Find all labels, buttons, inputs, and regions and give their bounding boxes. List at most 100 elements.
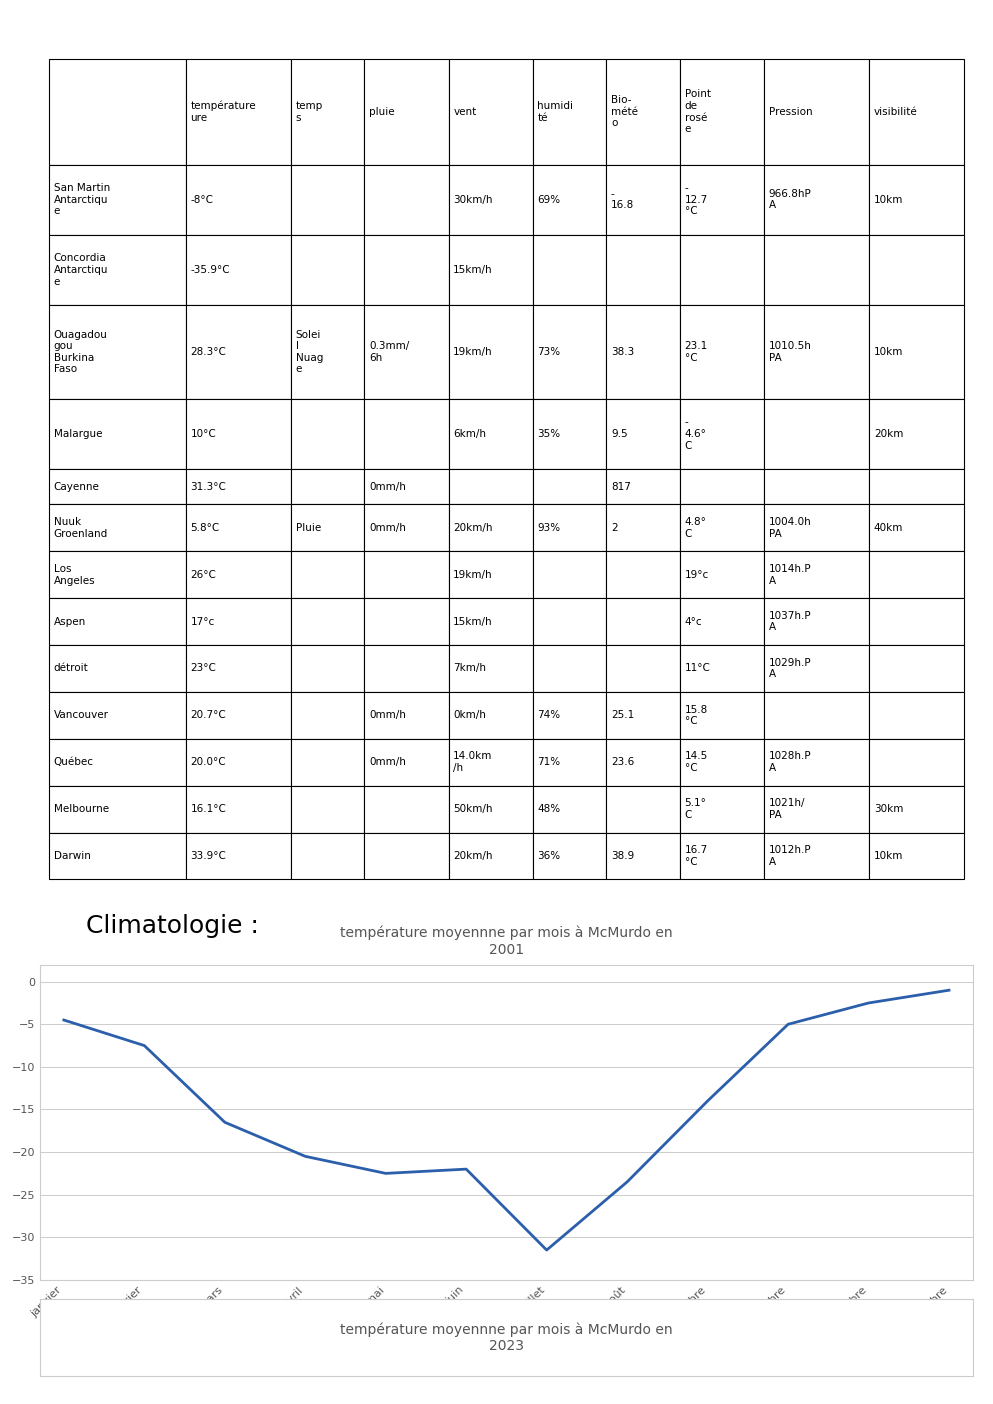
Title: température moyennne par mois à McMurdo en
2001: température moyennne par mois à McMurdo … bbox=[341, 925, 672, 956]
Bar bbox=[532, 552, 607, 598]
Bar bbox=[186, 552, 291, 598]
Bar bbox=[449, 692, 532, 739]
Bar bbox=[607, 305, 680, 399]
Bar bbox=[869, 552, 964, 598]
Text: 38.3: 38.3 bbox=[611, 347, 635, 357]
Bar bbox=[607, 59, 680, 164]
Text: visibilité: visibilité bbox=[874, 107, 918, 117]
Text: Québec: Québec bbox=[54, 757, 93, 767]
Bar bbox=[291, 598, 364, 644]
Bar bbox=[449, 59, 532, 164]
Text: Melbourne: Melbourne bbox=[54, 804, 109, 814]
Text: 15.8
°C: 15.8 °C bbox=[684, 705, 708, 726]
Bar bbox=[680, 552, 764, 598]
Text: 20km/h: 20km/h bbox=[453, 851, 493, 861]
Text: 14.0km
/h: 14.0km /h bbox=[453, 751, 493, 774]
Bar bbox=[869, 399, 964, 469]
Text: 966.8hP
A: 966.8hP A bbox=[769, 190, 811, 211]
Bar bbox=[607, 692, 680, 739]
Bar bbox=[186, 692, 291, 739]
Text: 0km/h: 0km/h bbox=[453, 710, 487, 720]
Bar bbox=[449, 504, 532, 552]
Bar bbox=[869, 739, 964, 786]
Bar bbox=[186, 469, 291, 504]
Bar bbox=[49, 399, 186, 469]
Bar bbox=[680, 399, 764, 469]
Text: Pluie: Pluie bbox=[296, 522, 321, 534]
Bar bbox=[607, 786, 680, 833]
Text: Point
de
rosé
e: Point de rosé e bbox=[684, 90, 711, 135]
Bar bbox=[449, 552, 532, 598]
Bar bbox=[607, 552, 680, 598]
Bar bbox=[764, 786, 869, 833]
Text: 23.1
°C: 23.1 °C bbox=[684, 341, 708, 362]
Bar bbox=[186, 739, 291, 786]
Bar bbox=[49, 739, 186, 786]
Text: Nuuk
Groenland: Nuuk Groenland bbox=[54, 517, 108, 539]
Bar bbox=[764, 739, 869, 786]
Text: Vancouver: Vancouver bbox=[54, 710, 108, 720]
Bar bbox=[364, 164, 449, 234]
Bar bbox=[869, 644, 964, 692]
Bar bbox=[607, 504, 680, 552]
Bar bbox=[532, 786, 607, 833]
Text: 35%: 35% bbox=[537, 430, 560, 439]
Bar bbox=[49, 598, 186, 644]
Text: température moyennne par mois à McMurdo en
2023: température moyennne par mois à McMurdo … bbox=[341, 1323, 672, 1353]
Text: 9.5: 9.5 bbox=[611, 430, 628, 439]
Bar bbox=[680, 164, 764, 234]
Text: 19°c: 19°c bbox=[684, 570, 709, 580]
Bar bbox=[680, 644, 764, 692]
Text: 2: 2 bbox=[611, 522, 618, 534]
Text: -35.9°C: -35.9°C bbox=[191, 265, 230, 275]
Text: San Martin
Antarctiqu
e: San Martin Antarctiqu e bbox=[54, 183, 110, 216]
Text: 74%: 74% bbox=[537, 710, 560, 720]
Bar bbox=[364, 833, 449, 879]
Text: 26°C: 26°C bbox=[191, 570, 216, 580]
Text: 20km/h: 20km/h bbox=[453, 522, 493, 534]
Text: 38.9: 38.9 bbox=[611, 851, 635, 861]
Text: 1004.0h
PA: 1004.0h PA bbox=[769, 517, 811, 539]
Bar bbox=[869, 469, 964, 504]
Bar bbox=[449, 399, 532, 469]
Bar bbox=[49, 833, 186, 879]
Bar bbox=[764, 469, 869, 504]
Text: 25.1: 25.1 bbox=[611, 710, 635, 720]
Bar bbox=[186, 164, 291, 234]
Bar bbox=[869, 59, 964, 164]
Bar bbox=[449, 739, 532, 786]
Text: 0.3mm/
6h: 0.3mm/ 6h bbox=[369, 341, 409, 362]
Text: 10km: 10km bbox=[874, 195, 904, 205]
Text: 10°C: 10°C bbox=[191, 430, 216, 439]
Bar bbox=[680, 59, 764, 164]
Text: 30km: 30km bbox=[874, 804, 904, 814]
Bar bbox=[532, 644, 607, 692]
Bar bbox=[607, 164, 680, 234]
Text: Solei
l
Nuag
e: Solei l Nuag e bbox=[296, 330, 323, 375]
Text: 33.9°C: 33.9°C bbox=[191, 851, 226, 861]
Bar bbox=[186, 833, 291, 879]
Bar bbox=[364, 692, 449, 739]
Text: Aspen: Aspen bbox=[54, 616, 86, 626]
Bar bbox=[764, 692, 869, 739]
Text: 11°C: 11°C bbox=[684, 664, 710, 674]
Text: 10km: 10km bbox=[874, 851, 904, 861]
Bar bbox=[291, 739, 364, 786]
Bar bbox=[607, 469, 680, 504]
Text: 817: 817 bbox=[611, 482, 631, 491]
Text: -
4.6°
C: - 4.6° C bbox=[684, 417, 706, 451]
Bar bbox=[291, 164, 364, 234]
Bar bbox=[764, 399, 869, 469]
Bar bbox=[364, 739, 449, 786]
Text: 71%: 71% bbox=[537, 757, 560, 767]
Bar bbox=[607, 598, 680, 644]
Bar bbox=[364, 598, 449, 644]
Bar bbox=[449, 164, 532, 234]
Text: 15km/h: 15km/h bbox=[453, 616, 493, 626]
Text: 19km/h: 19km/h bbox=[453, 347, 493, 357]
Bar bbox=[764, 504, 869, 552]
Text: 7km/h: 7km/h bbox=[453, 664, 487, 674]
Bar bbox=[364, 504, 449, 552]
Text: 1028h.P
A: 1028h.P A bbox=[769, 751, 811, 774]
Text: Darwin: Darwin bbox=[54, 851, 90, 861]
